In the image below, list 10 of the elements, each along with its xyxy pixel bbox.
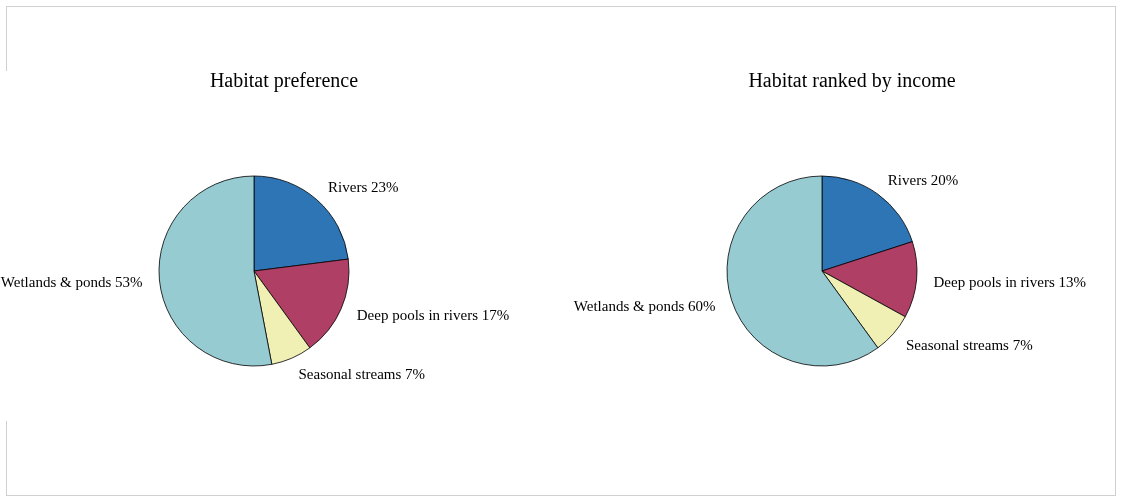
slice-label: Deep pools in rivers 17%: [356, 307, 510, 324]
slice-label: Wetlands & ponds 53%: [0, 273, 143, 290]
slice-label: Seasonal streams 7%: [298, 365, 426, 382]
slice-label: Rivers 23%: [328, 178, 399, 195]
slice-label: Rivers 20%: [887, 172, 959, 189]
chart-title: Habitat preference: [209, 69, 359, 92]
slice-label: Seasonal streams 7%: [906, 337, 1033, 354]
slice-label: Deep pools in rivers 13%: [933, 273, 1086, 290]
chart-title: Habitat ranked by income: [748, 69, 956, 92]
slice-label: Wetlands & ponds 60%: [573, 297, 716, 314]
